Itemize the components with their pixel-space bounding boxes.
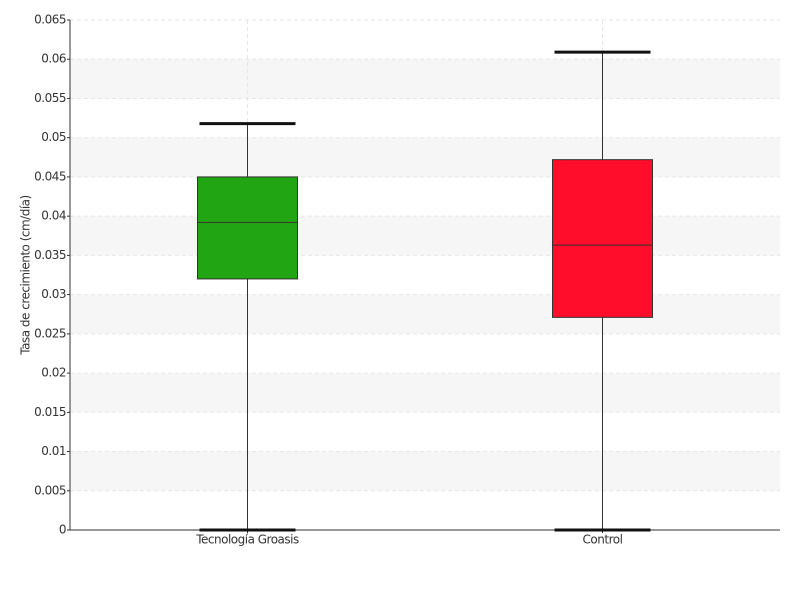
- grid-band: [70, 373, 780, 413]
- grid-band: [70, 451, 780, 491]
- y-tick-label: 0.025: [34, 326, 66, 340]
- y-tick-label: 0.055: [34, 91, 66, 105]
- y-tick-label: 0: [59, 523, 66, 537]
- box: [552, 159, 653, 318]
- y-tick-label: 0.065: [34, 13, 66, 27]
- y-axis-label: Tasa de crecimiento (cm/día): [19, 195, 33, 355]
- y-tick-label: 0.035: [34, 248, 66, 262]
- y-tick-label: 0.045: [34, 169, 66, 183]
- y-tick-label: 0.03: [41, 287, 66, 301]
- y-tick-label: 0.015: [34, 405, 66, 419]
- grid-band: [70, 294, 780, 334]
- y-tick-label: 0.06: [41, 52, 66, 66]
- grid-band: [70, 216, 780, 256]
- x-tick-label: Control: [583, 533, 623, 547]
- y-tick-label: 0.05: [41, 130, 66, 144]
- y-tick-label: 0.01: [41, 444, 66, 458]
- grid-band: [70, 137, 780, 177]
- grid-band: [70, 59, 780, 99]
- x-tick-label: Tecnología Groasis: [195, 533, 299, 547]
- box: [197, 176, 298, 280]
- y-tick-label: 0.02: [41, 366, 66, 380]
- y-tick-label: 0.04: [41, 209, 66, 223]
- y-tick-label: 0.005: [34, 483, 66, 497]
